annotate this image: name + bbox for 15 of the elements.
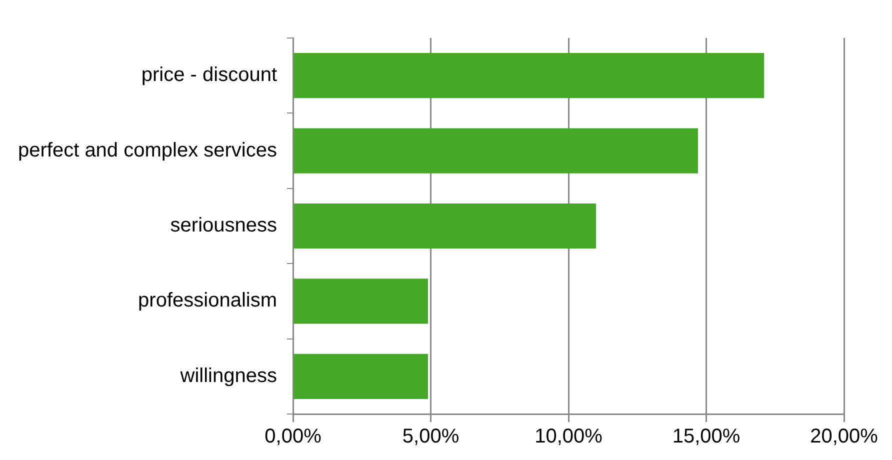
bar xyxy=(294,128,698,174)
x-tick-label: 10,00% xyxy=(534,426,603,448)
x-tick-label: 0,00% xyxy=(264,426,322,448)
x-tick-label: 15,00% xyxy=(672,426,740,448)
y-tick-label: price - discount xyxy=(141,64,278,86)
bar xyxy=(294,278,428,324)
bar xyxy=(294,53,764,98)
y-tick-label: professionalism xyxy=(138,290,278,312)
y-tick-label: seriousness xyxy=(170,214,278,237)
x-tick-label: 5,00% xyxy=(402,426,460,448)
x-tick-label: 20,00% xyxy=(810,426,878,448)
y-tick-label: perfect and complex services xyxy=(18,139,278,162)
bar xyxy=(294,354,428,399)
y-tick-label: willingness xyxy=(179,364,278,387)
bar xyxy=(294,203,596,249)
